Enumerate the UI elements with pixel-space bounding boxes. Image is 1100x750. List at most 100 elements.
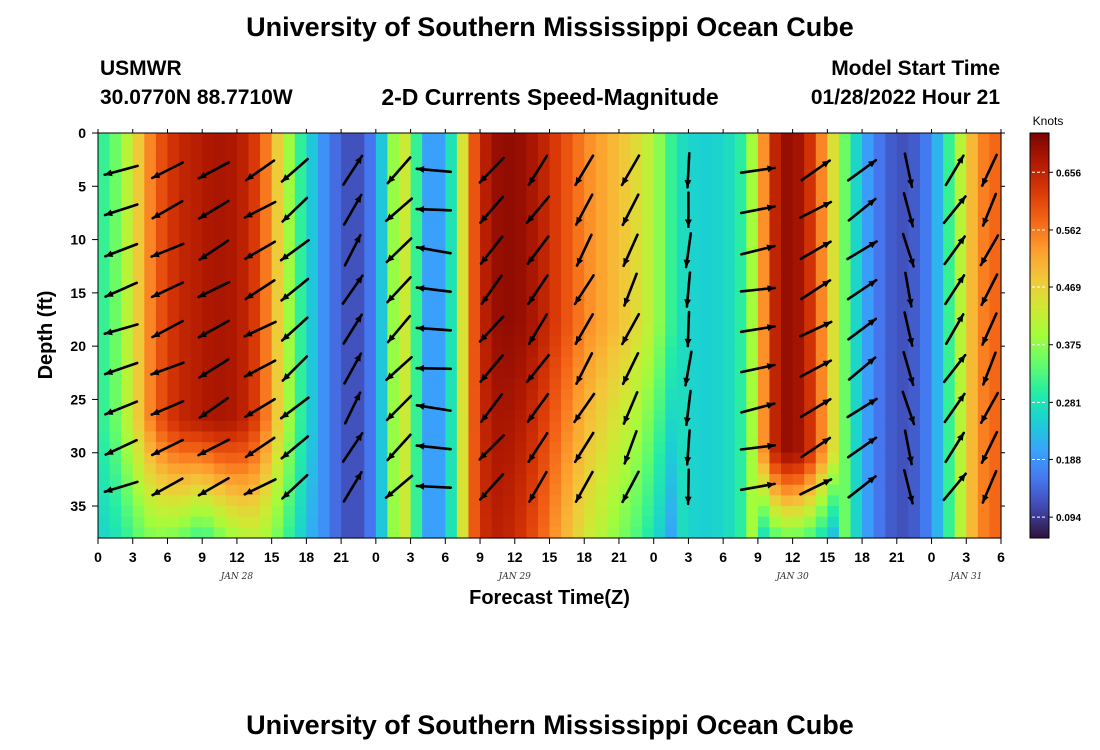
heatmap-cell [306,431,319,443]
heatmap-cell [618,388,632,401]
heatmap-cell [931,506,944,518]
heatmap-cell [132,292,145,305]
heatmap-cell [98,218,111,230]
heatmap-cell [526,303,539,315]
heatmap-cell [294,378,307,390]
station-name: USMWR [100,57,182,80]
heatmap-cell [977,324,991,337]
heatmap-cell [584,303,597,315]
heatmap-cell [595,527,608,539]
heatmap-cell [642,356,655,369]
heatmap-cell [700,506,713,518]
heatmap-cell [213,527,226,539]
heatmap-cell [317,324,331,337]
heatmap-cell [248,346,261,358]
heatmap-cell [781,175,794,187]
heatmap-cell [966,495,979,507]
heatmap-cell [642,410,655,422]
current-vector-arrow [281,355,309,382]
heatmap-cell [364,250,377,262]
heatmap-cell [734,463,747,475]
heatmap-cell [850,314,863,326]
heatmap-cell [480,495,493,507]
heatmap-cell [271,271,284,283]
heatmap-cell [167,356,180,369]
current-vector-arrow [623,272,638,307]
current-vector-arrow [684,310,692,348]
heatmap-cell [179,495,192,507]
heatmap-cell [966,378,979,390]
heatmap-cell [838,335,852,347]
heatmap-cell [121,484,134,496]
heatmap-cell [966,143,979,155]
heatmap-cell [584,506,597,518]
heatmap-cell [202,516,215,528]
heatmap-cell [665,207,678,219]
heatmap-cell [885,282,898,294]
heatmap-cell [815,164,828,177]
heatmap-cell [943,474,956,486]
current-vector-arrow [527,431,549,464]
heatmap-cell [769,207,782,219]
heatmap-cell [317,207,331,219]
heatmap-cell [862,367,875,379]
heatmap-cell [595,346,608,358]
heatmap-cell [989,399,1002,411]
heatmap-cell [468,367,481,379]
heatmap-cell [943,378,956,390]
heatmap-cell [954,260,967,273]
heatmap-cell [329,410,342,422]
x-tick-label: 6 [441,549,449,565]
heatmap-cell [422,154,435,166]
heatmap-cell [132,196,145,209]
heatmap-cell [792,282,805,294]
heatmap-cell [294,420,307,433]
heatmap-cell [815,250,828,262]
heatmap-cell [155,378,169,390]
heatmap-cell [341,239,354,251]
heatmap-cell [618,164,632,177]
heatmap-cell [665,367,678,379]
current-vector-arrow [847,317,878,341]
heatmap-cell [549,410,562,422]
heatmap-cell [850,260,863,273]
heatmap-cell [155,239,169,251]
heatmap-cell [248,399,261,411]
colorbar-title: Knots [1033,114,1064,128]
current-vector-arrow [151,477,184,497]
heatmap-cell [179,303,192,315]
heatmap-cell [711,260,724,273]
heatmap-cell [225,250,238,262]
heatmap-cell [260,495,273,507]
heatmap-cell [873,303,886,315]
heatmap-cell [908,133,921,145]
heatmap-cell [827,239,840,251]
current-vector-arrow [281,196,309,223]
heatmap-cell [132,356,145,369]
heatmap-cell [399,506,412,518]
heatmap-cell [121,420,134,433]
current-vector-arrow [103,480,139,494]
heatmap-cell [399,399,412,411]
heatmap-cell [827,335,840,347]
heatmap-cell [954,133,967,145]
heatmap-cell [422,143,435,155]
heatmap-cell [317,282,331,294]
heatmap-cell [943,218,956,230]
heatmap-cell [167,250,180,262]
heatmap-cell [352,282,365,294]
heatmap-cell [179,442,192,454]
heatmap-cell [781,292,794,305]
heatmap-cell [155,282,169,294]
heatmap-cell [213,420,226,433]
heatmap-cell [213,442,226,454]
heatmap-cell [294,292,307,305]
heatmap-cell [225,239,238,251]
heatmap-cell [561,506,574,518]
heatmap-cell [132,399,145,411]
heatmap-cell [723,133,736,145]
heatmap-cell [792,516,805,528]
heatmap-cell [850,495,863,507]
heatmap-cell [688,239,701,251]
heatmap-cell [375,133,389,145]
